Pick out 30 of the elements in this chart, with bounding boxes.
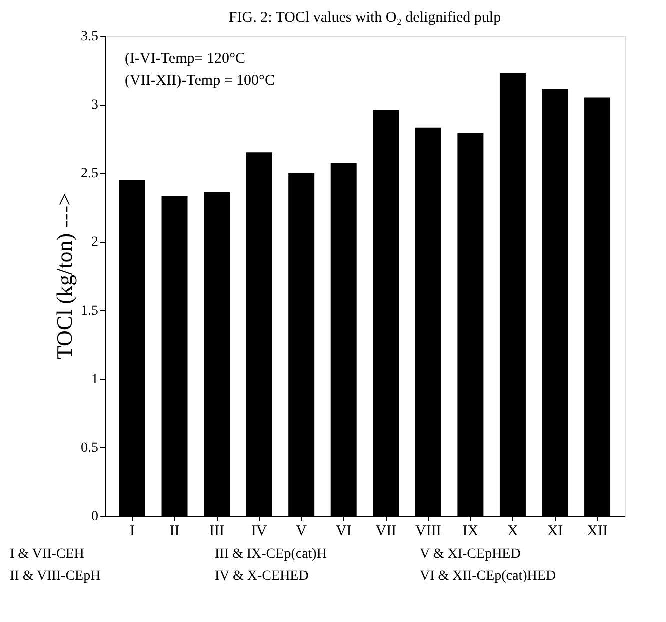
x-tick-label: V <box>296 524 308 540</box>
x-tick-label: VIII <box>416 524 442 540</box>
y-axis-title: TOCl (kg/ton) ---> <box>52 194 77 360</box>
x-tick-label: VI <box>336 524 352 540</box>
y-tick-label: 2 <box>92 235 98 250</box>
text: V & XI-CEpHED <box>420 547 521 562</box>
y-tick-label: 1.5 <box>81 304 98 319</box>
x-tick-label: X <box>508 524 519 540</box>
y-tick-label: 1 <box>92 372 98 388</box>
annotation: (I-VI-Temp= 120°C <box>125 51 246 67</box>
y-tick-label: 3 <box>92 98 98 114</box>
text: I & VII-CEH <box>10 547 84 562</box>
text: II & VIII-CEpH <box>10 569 101 584</box>
x-tick-label: I <box>130 524 135 540</box>
text: III & IX-CEp(cat)H <box>215 547 327 562</box>
x-tick-label: XI <box>547 524 564 540</box>
annotation: (VII-XII)-Temp = 100°C <box>125 73 276 89</box>
x-tick-label: IV <box>251 524 268 540</box>
x-tick-label: II <box>170 524 180 540</box>
y-tick-label: 0 <box>92 510 98 524</box>
x-tick-label: VII <box>376 524 397 540</box>
x-tick-label: IX <box>462 524 479 540</box>
text: IV & X-CEHED <box>215 569 309 584</box>
y-tick-label: 3.5 <box>81 30 98 44</box>
x-tick-label: XII <box>587 524 608 540</box>
chart-title: FIG. 2: TOCl values with O₂ delignified pulp <box>228 10 502 26</box>
y-tick-label: 0.5 <box>81 440 98 456</box>
x-tick-label: III <box>210 524 225 540</box>
text: VI & XII-CEp(cat)HED <box>420 569 556 584</box>
y-tick-label: 2.5 <box>81 166 98 182</box>
